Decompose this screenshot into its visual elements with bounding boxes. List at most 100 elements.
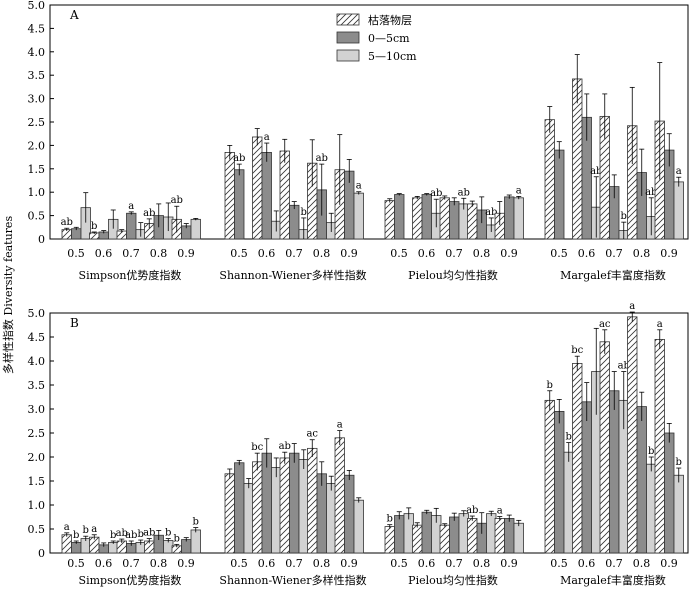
- x-tick-label: 0.9: [340, 247, 358, 260]
- x-tick-label: 0.6: [95, 247, 113, 260]
- bar: [412, 197, 423, 240]
- bar: [421, 511, 432, 554]
- bar: [261, 152, 272, 240]
- significance-letter: ab: [466, 505, 478, 516]
- y-tick-label: 4.5: [28, 22, 46, 35]
- significance-letter: b: [83, 525, 89, 536]
- significance-letter: b: [73, 530, 79, 541]
- bar: [664, 432, 675, 554]
- group-label: Margalef丰富度指数: [560, 573, 666, 587]
- significance-letter: b: [676, 457, 682, 468]
- significance-letter: ac: [306, 429, 318, 440]
- bar: [494, 518, 505, 554]
- x-tick-label: 0.6: [258, 557, 276, 570]
- significance-letter: ab: [458, 187, 470, 198]
- significance-letter: b: [193, 517, 199, 528]
- x-tick-label: 0.7: [285, 557, 303, 570]
- x-tick-label: 0.5: [550, 247, 568, 260]
- significance-letter: ab: [316, 153, 328, 164]
- significance-letter: b: [387, 514, 393, 525]
- significance-letter: a: [676, 166, 682, 177]
- x-tick-label: 0.9: [660, 557, 678, 570]
- significance-letter: b: [621, 211, 627, 222]
- y-tick-label: 0.5: [28, 523, 46, 536]
- bar: [126, 212, 137, 240]
- significance-letter: b: [165, 528, 171, 539]
- legend-swatch: [336, 31, 360, 44]
- significance-letter: ab: [430, 188, 442, 199]
- group-label: Simpson优势度指数: [79, 268, 182, 282]
- bar: [646, 463, 657, 554]
- x-tick-label: 0.6: [418, 557, 436, 570]
- x-tick-label: 0.9: [177, 557, 195, 570]
- group-label: Shannon-Wiener多样性指数: [219, 573, 366, 587]
- significance-letter: a: [337, 420, 343, 431]
- significance-letter: a: [91, 524, 97, 535]
- bar: [271, 467, 282, 554]
- significance-letter: ab: [143, 528, 155, 539]
- x-tick-label: 0.7: [605, 247, 623, 260]
- x-tick-label: 0.9: [340, 557, 358, 570]
- y-tick-label: 5.0: [28, 307, 46, 320]
- bar: [572, 362, 583, 554]
- x-tick-label: 0.6: [578, 557, 596, 570]
- significance-letter: a: [629, 301, 635, 312]
- y-tick-label: 3.0: [28, 403, 46, 416]
- legend-swatch: [336, 49, 360, 62]
- significance-letter: ab: [116, 528, 128, 539]
- bar: [636, 406, 647, 554]
- significance-letter: ab: [61, 217, 73, 228]
- x-tick-label: 0.5: [230, 247, 248, 260]
- y-tick-label: 3.0: [28, 93, 46, 106]
- bar: [563, 451, 574, 554]
- bar: [513, 197, 524, 240]
- legend-swatch: [336, 13, 360, 26]
- bar: [181, 539, 192, 554]
- significance-letter: ab: [590, 166, 602, 177]
- x-tick-label: 0.6: [95, 557, 113, 570]
- bar: [449, 201, 460, 240]
- bar: [627, 316, 638, 554]
- bar: [504, 196, 515, 240]
- x-tick-label: 0.8: [633, 247, 651, 260]
- significance-letter: ab: [485, 207, 497, 218]
- bar: [504, 518, 515, 554]
- y-tick-label: 5.0: [28, 0, 46, 12]
- panel-label: B: [70, 316, 79, 330]
- x-tick-label: 0.5: [390, 557, 408, 570]
- x-tick-label: 0.7: [445, 247, 463, 260]
- bar: [673, 474, 684, 554]
- y-tick-label: 2.0: [28, 139, 46, 152]
- significance-letter: ab: [125, 530, 137, 541]
- bar: [467, 203, 478, 240]
- bar: [486, 513, 497, 554]
- significance-letter: b: [301, 207, 307, 218]
- bar: [279, 457, 290, 554]
- significance-letter: bc: [571, 345, 583, 356]
- significance-letter: b: [110, 530, 116, 541]
- significance-letter: b: [566, 432, 572, 443]
- x-tick-label: 0.8: [150, 247, 168, 260]
- bar: [439, 197, 450, 240]
- bar: [458, 513, 469, 554]
- x-tick-label: 0.9: [500, 557, 518, 570]
- y-tick-label: 0: [38, 547, 45, 560]
- legend-label: 0—5cm: [368, 32, 410, 45]
- significance-letter: b: [648, 446, 654, 457]
- x-tick-label: 0.8: [473, 557, 491, 570]
- bar: [61, 534, 72, 554]
- x-tick-label: 0.9: [500, 247, 518, 260]
- significance-letter: ab: [618, 361, 630, 372]
- bar: [190, 218, 201, 240]
- bar: [353, 192, 364, 240]
- bar: [554, 149, 565, 240]
- bar: [384, 526, 395, 554]
- x-tick-label: 0.6: [258, 247, 276, 260]
- bar: [234, 169, 245, 240]
- x-tick-label: 0.7: [122, 247, 140, 260]
- bar: [394, 515, 405, 554]
- x-tick-label: 0.8: [633, 557, 651, 570]
- bar: [412, 524, 423, 554]
- y-tick-label: 0: [38, 233, 45, 246]
